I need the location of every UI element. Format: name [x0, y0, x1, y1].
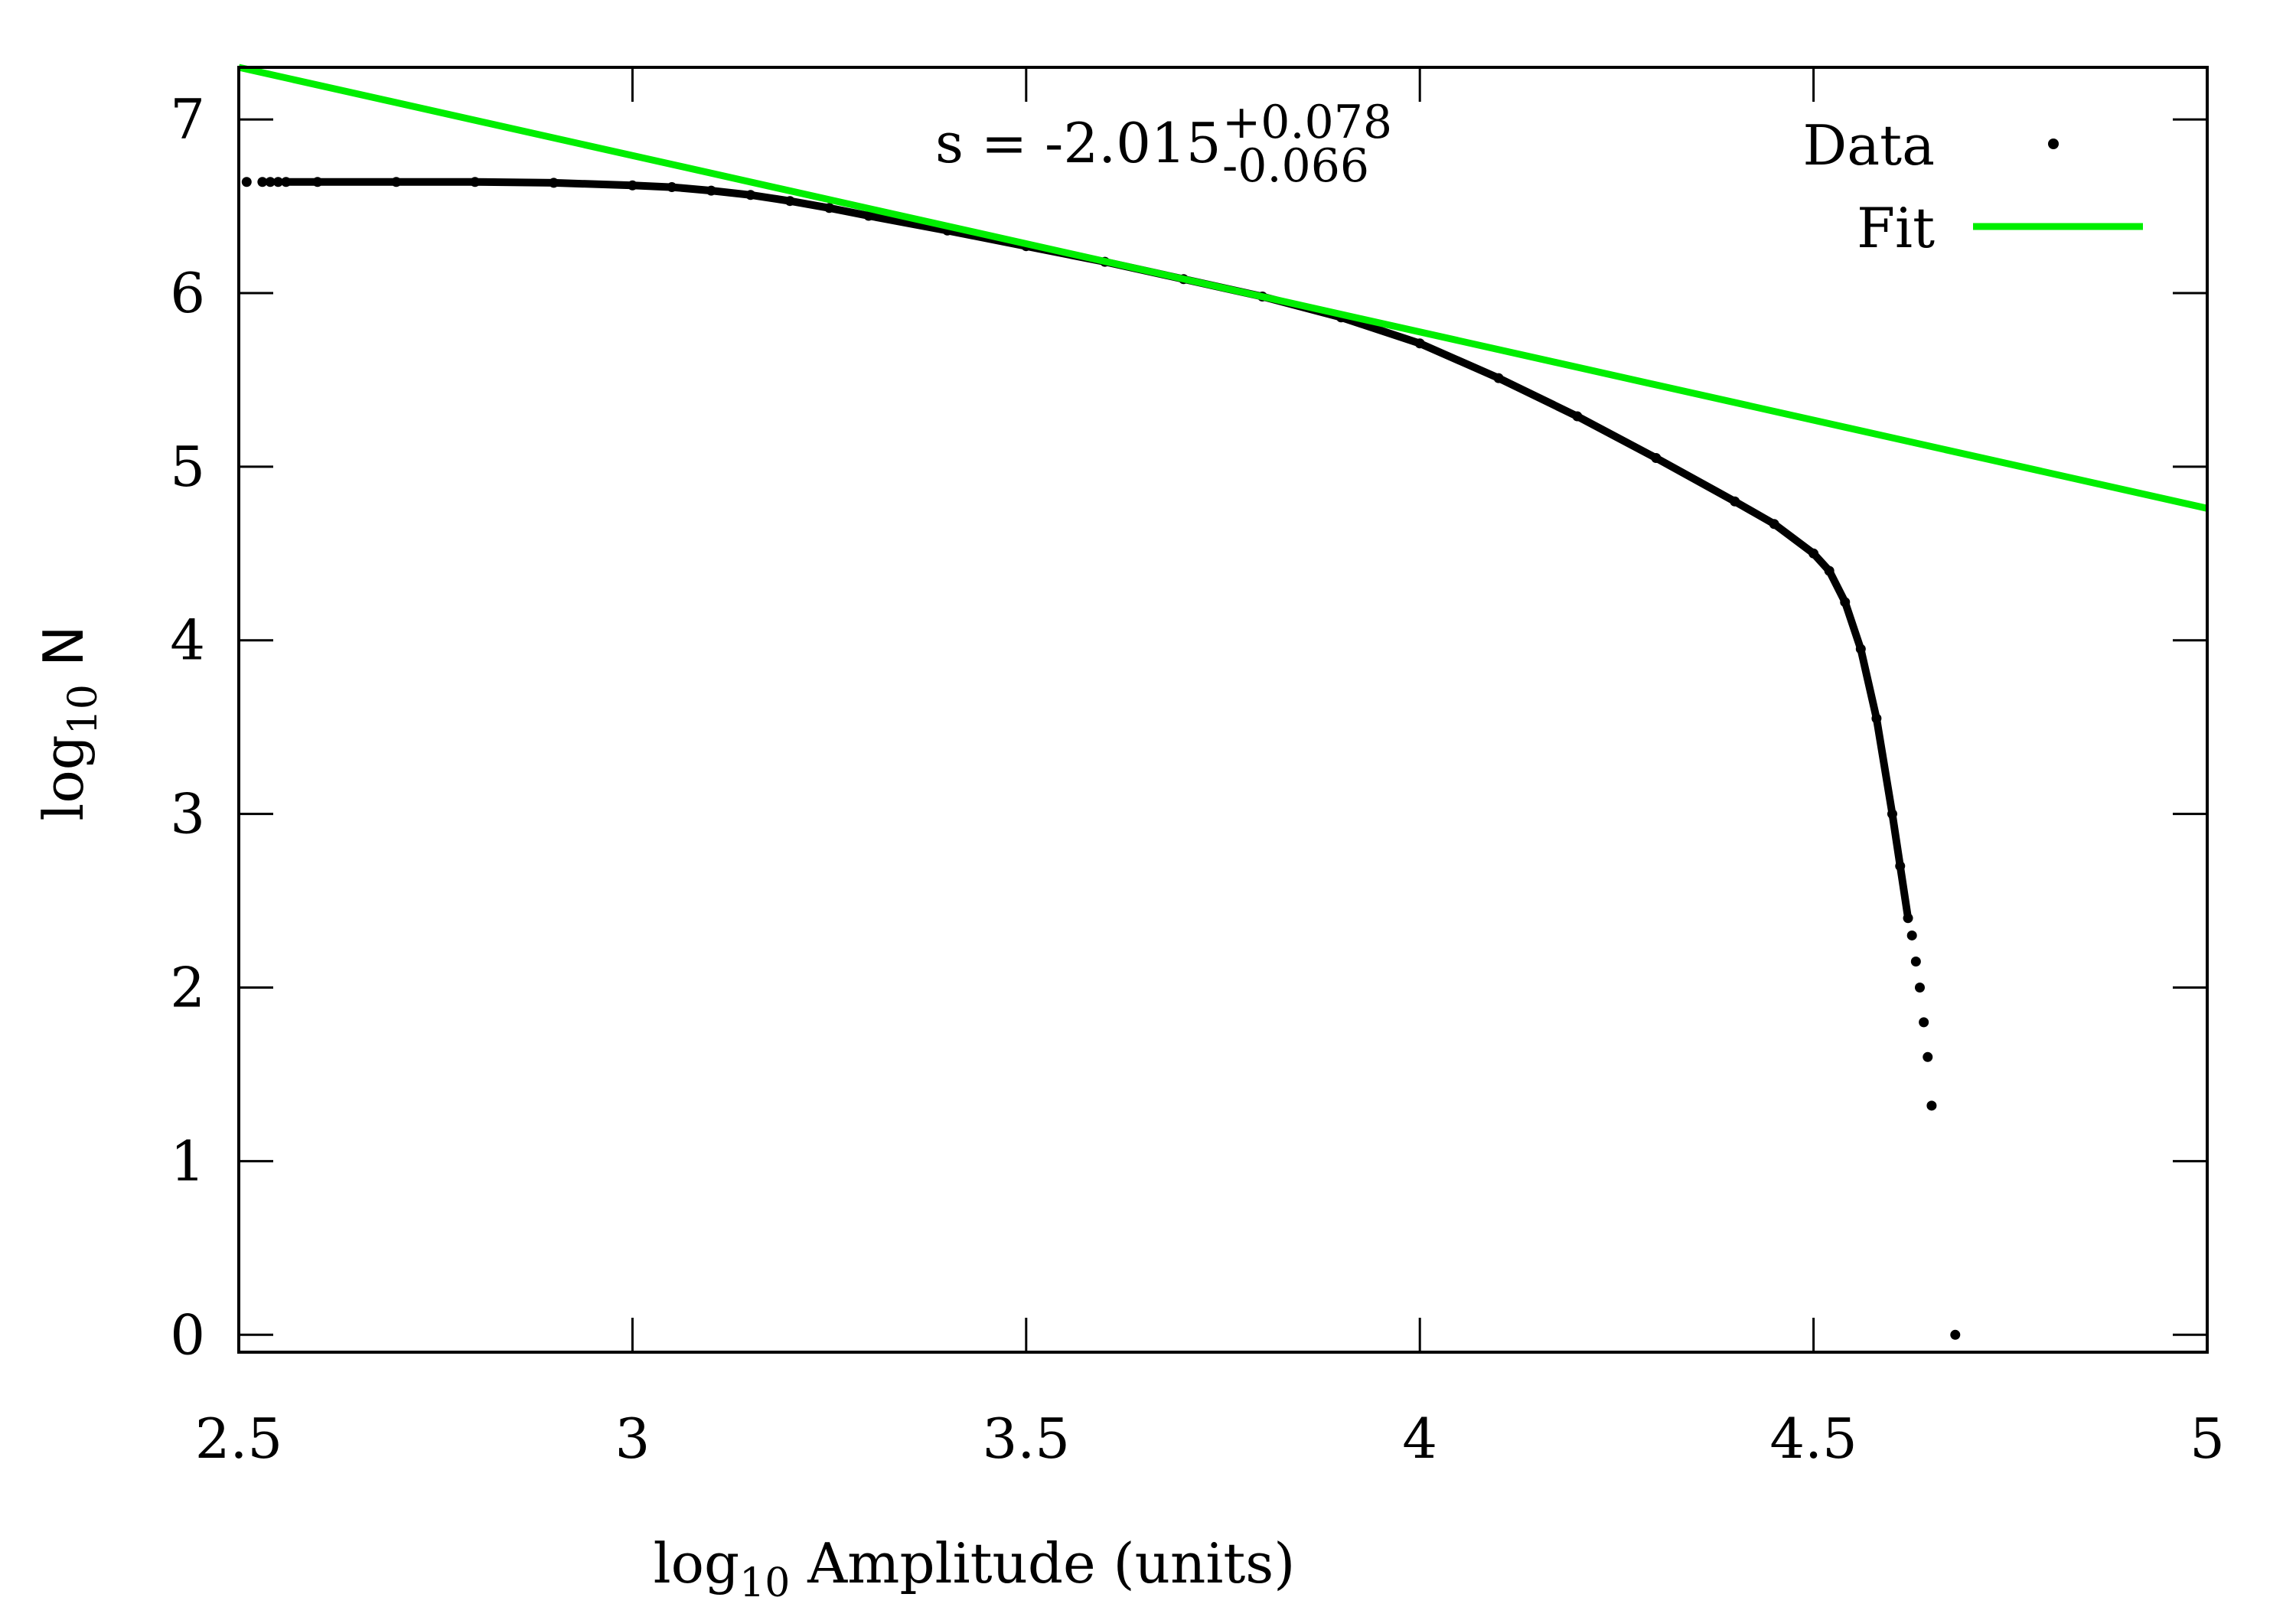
- annotation-lower-error: -0.066: [1222, 139, 1369, 193]
- x-axis-label-sub: 10: [739, 1560, 790, 1606]
- data-point: [312, 177, 323, 187]
- data-point: [1808, 548, 1819, 559]
- data-point: [1914, 983, 1925, 993]
- legend-label-fit: Fit: [1857, 196, 1935, 260]
- data-point: [627, 180, 638, 191]
- x-axis-label-prefix: log: [654, 1531, 739, 1596]
- annotation-upper-error: +0.078: [1222, 96, 1392, 149]
- y-tick-labels: 0 1 2 3 4 5 6 7: [170, 87, 205, 1367]
- fit-series: [238, 64, 2208, 512]
- data-point: [1572, 411, 1583, 422]
- x-tick-label: 4.5: [1769, 1407, 1857, 1471]
- y-axis-label: log10 N: [31, 625, 106, 820]
- data-point: [257, 177, 268, 187]
- x-tick-label: 5: [2190, 1407, 2225, 1471]
- data-point: [1919, 1017, 1929, 1028]
- data-point: [745, 190, 756, 200]
- data-point: [1493, 373, 1504, 383]
- data-point: [1840, 597, 1851, 608]
- x-tick-label: 3.5: [983, 1407, 1071, 1471]
- y-tick-label: 6: [170, 261, 205, 325]
- data-point: [863, 210, 874, 221]
- data-point: [1824, 566, 1835, 576]
- annotation-main: s = -2.015: [935, 111, 1221, 175]
- x-axis-label-suffix: Amplitude (units): [790, 1531, 1295, 1596]
- x-tick-label: 2.5: [195, 1407, 283, 1471]
- data-point: [1926, 1100, 1937, 1111]
- data-point: [1906, 930, 1917, 940]
- data-point: [1903, 913, 1913, 924]
- data-point: [241, 177, 252, 187]
- data-point: [784, 196, 795, 207]
- data-point: [391, 177, 402, 187]
- legend: Data Fit: [1802, 113, 2143, 260]
- y-axis-label-sub: 10: [60, 684, 106, 735]
- x-tick-label: 3: [615, 1407, 650, 1471]
- data-point: [1910, 956, 1921, 966]
- plot-frame: [237, 66, 2209, 1354]
- y-tick-label: 0: [170, 1302, 205, 1367]
- data-point: [272, 177, 283, 187]
- data-point: [281, 177, 292, 187]
- legend-marker-data: [2048, 139, 2059, 149]
- data-point: [1769, 519, 1779, 530]
- y-tick-label: 3: [170, 782, 205, 846]
- data-point: [1414, 338, 1425, 349]
- x-tick-labels: 2.5 3 3.5 4 4.5 5: [195, 1407, 2225, 1471]
- data-point: [706, 185, 716, 196]
- y-tick-label: 2: [170, 956, 205, 1020]
- data-point: [470, 177, 481, 187]
- data-point: [1730, 496, 1740, 507]
- data-point: [549, 178, 559, 188]
- legend-label-data: Data: [1802, 113, 1935, 178]
- data-point: [1651, 453, 1662, 464]
- x-axis-label: log10 Amplitude (units): [654, 1531, 1296, 1606]
- data-point: [265, 177, 276, 187]
- data-point: [1871, 713, 1882, 724]
- data-point: [1950, 1329, 1961, 1340]
- data-point: [667, 182, 677, 193]
- x-tick-label: 4: [1402, 1407, 1437, 1471]
- data-point: [1895, 861, 1906, 872]
- y-tick-label: 5: [170, 435, 205, 499]
- data-point: [1887, 809, 1897, 820]
- y-axis-label-prefix: log: [31, 735, 96, 820]
- data-point: [824, 203, 835, 214]
- y-tick-label: 4: [170, 608, 205, 673]
- data-point: [1855, 644, 1866, 654]
- fit-annotation: s = -2.015: [935, 111, 1221, 175]
- fit-line: [238, 64, 2208, 512]
- y-tick-label: 1: [170, 1129, 205, 1193]
- y-axis-label-suffix: N: [31, 625, 96, 684]
- y-tick-label: 7: [170, 87, 205, 152]
- data-point: [1923, 1051, 1933, 1062]
